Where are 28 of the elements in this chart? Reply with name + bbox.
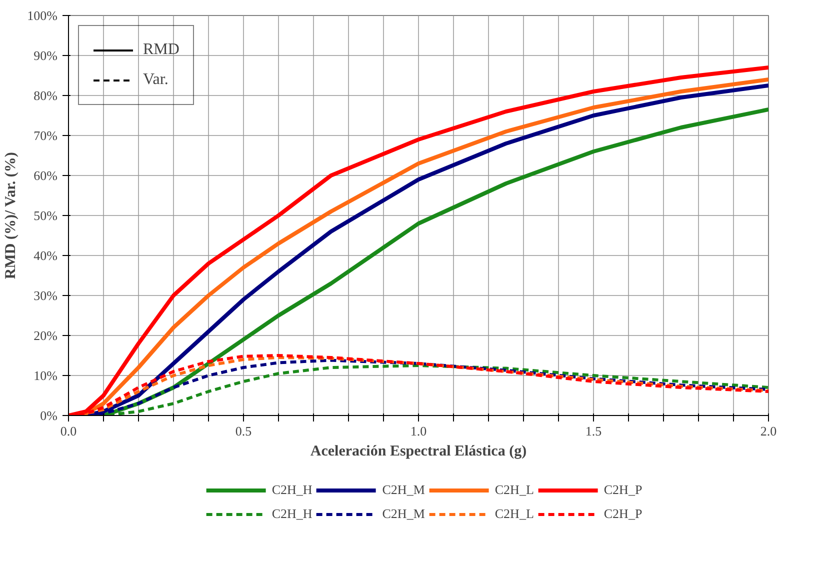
y-tick-label: 100% bbox=[27, 8, 58, 23]
legend-label: C2H_P bbox=[604, 506, 642, 522]
x-tick-label: 2.0 bbox=[760, 424, 777, 438]
y-tick-label: 80% bbox=[34, 88, 58, 103]
y-tick-label: 0% bbox=[40, 408, 58, 423]
y-tick-label: 50% bbox=[34, 208, 58, 223]
y-tick-label: 40% bbox=[34, 248, 58, 263]
y-tick-label: 70% bbox=[34, 128, 58, 143]
x-tick-label: 0.5 bbox=[235, 424, 252, 438]
legend-label: C2H_L bbox=[494, 482, 534, 498]
y-axis-title: RMD (%)/ Var. (%) bbox=[3, 152, 20, 280]
y-tick-label: 60% bbox=[34, 168, 58, 183]
y-tick-label: 30% bbox=[34, 288, 58, 303]
legend-label: C2H_P bbox=[604, 482, 642, 498]
legend-label: C2H_M bbox=[382, 482, 425, 498]
annotation: RMD bbox=[143, 41, 180, 59]
legend-label: C2H_M bbox=[382, 506, 425, 522]
legend-label: C2H_H bbox=[272, 506, 312, 522]
legend-label: C2H_H bbox=[272, 482, 312, 498]
x-axis-title: Aceleración Espectral Elástica (g) bbox=[310, 444, 527, 460]
x-tick-label: 0.0 bbox=[60, 424, 77, 438]
legend-label: C2H_L bbox=[494, 506, 534, 522]
x-tick-label: 1.5 bbox=[585, 424, 602, 438]
x-tick-label: 1.0 bbox=[410, 424, 427, 438]
y-tick-label: 90% bbox=[34, 48, 58, 63]
y-tick-label: 20% bbox=[34, 328, 58, 343]
annotation: Var. bbox=[143, 71, 168, 89]
y-tick-label: 10% bbox=[34, 368, 58, 383]
